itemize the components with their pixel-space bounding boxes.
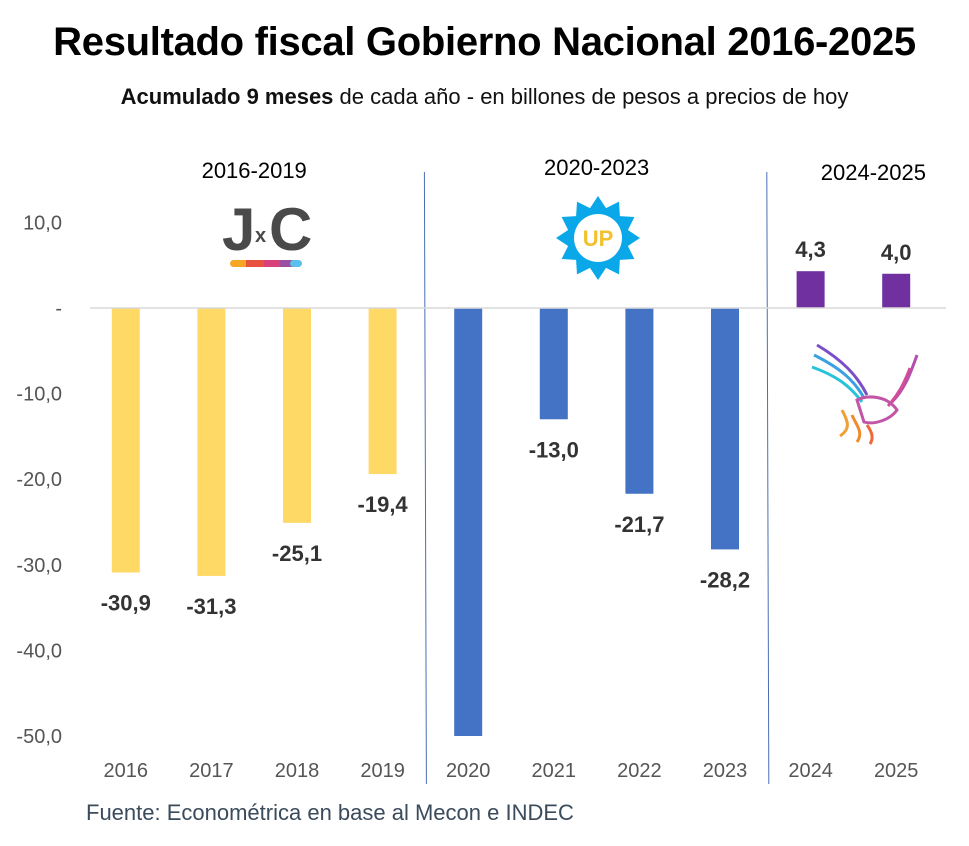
y-tick-label: -40,0 <box>16 640 62 662</box>
x-tick-label: 2016 <box>104 760 149 782</box>
y-tick-label: -10,0 <box>16 384 62 406</box>
x-tick-label: 2025 <box>874 760 919 782</box>
x-tick-label: 2019 <box>360 760 405 782</box>
chart-title: Resultado fiscal Gobierno Nacional 2016-… <box>53 20 916 64</box>
bar-2018 <box>283 308 311 523</box>
chart-subtitle: Acumulado 9 meses de cada año - en billo… <box>0 84 969 110</box>
bar-2021 <box>539 308 568 420</box>
svg-text:UP: UP <box>583 226 614 251</box>
data-label: -19,4 <box>358 492 409 517</box>
bar-2024 <box>796 271 825 308</box>
up-logo: UP <box>556 196 640 280</box>
y-tick-label: -50,0 <box>16 726 62 748</box>
x-tick-label: 2020 <box>446 760 491 782</box>
period-separator <box>766 171 770 785</box>
y-tick-label: -30,0 <box>16 555 62 577</box>
y-tick-label: 10,0 <box>23 212 62 234</box>
jxc-logo: J x C <box>222 196 312 267</box>
subtitle-bold: Acumulado 9 meses <box>120 84 334 109</box>
period-label: 2016-2019 <box>202 158 307 183</box>
x-tick-label: 2022 <box>617 760 662 782</box>
data-label: -25,1 <box>272 541 322 566</box>
period-labels: 2016-2019 2020-2023 2024-2025 <box>202 155 926 185</box>
data-labels: -30,9 -31,3 -25,1 -19,4 -13,0 -21,7 -28,2 4,3 4,… <box>101 237 912 619</box>
bars <box>111 271 911 736</box>
bar-2019 <box>368 308 397 475</box>
bar-2020 <box>454 308 483 736</box>
bar-2017 <box>197 308 226 576</box>
bar-2022 <box>625 308 654 494</box>
svg-text:J: J <box>222 196 255 263</box>
period-separator <box>423 171 427 785</box>
x-axis: 2016 2017 2018 2019 2020 2021 2022 2023 2024 2025 <box>104 760 919 782</box>
bar-2025 <box>882 273 911 308</box>
data-label: 4,0 <box>881 240 912 265</box>
y-tick-label: -20,0 <box>16 469 62 491</box>
x-tick-label: 2018 <box>275 760 320 782</box>
svg-text:C: C <box>269 196 312 263</box>
period-label: 2024-2025 <box>821 160 926 185</box>
svg-text:x: x <box>255 225 266 247</box>
x-tick-label: 2023 <box>703 760 748 782</box>
bar-2023 <box>711 308 739 550</box>
x-tick-label: 2024 <box>788 760 833 782</box>
data-label: -21,7 <box>614 512 664 537</box>
data-label: -30,9 <box>101 591 151 616</box>
source-note: Fuente: Econométrica en base al Mecon e … <box>86 800 574 825</box>
y-axis: 10,0 - -10,0 -20,0 -30,0 -40,0 -50,0 <box>16 212 62 748</box>
data-label: -28,2 <box>700 567 750 592</box>
eagle-logo <box>811 343 919 445</box>
bar-2016 <box>111 308 140 573</box>
subtitle-rest: de cada año - en billones de pesos a pre… <box>333 84 849 109</box>
data-label: -31,3 <box>186 594 236 619</box>
period-label: 2020-2023 <box>544 155 649 180</box>
data-label: -13,0 <box>529 437 579 462</box>
x-tick-label: 2017 <box>189 760 234 782</box>
period-separators <box>423 171 770 785</box>
y-tick-label: - <box>55 298 62 320</box>
data-label: 4,3 <box>795 237 826 262</box>
x-tick-label: 2021 <box>532 760 577 782</box>
